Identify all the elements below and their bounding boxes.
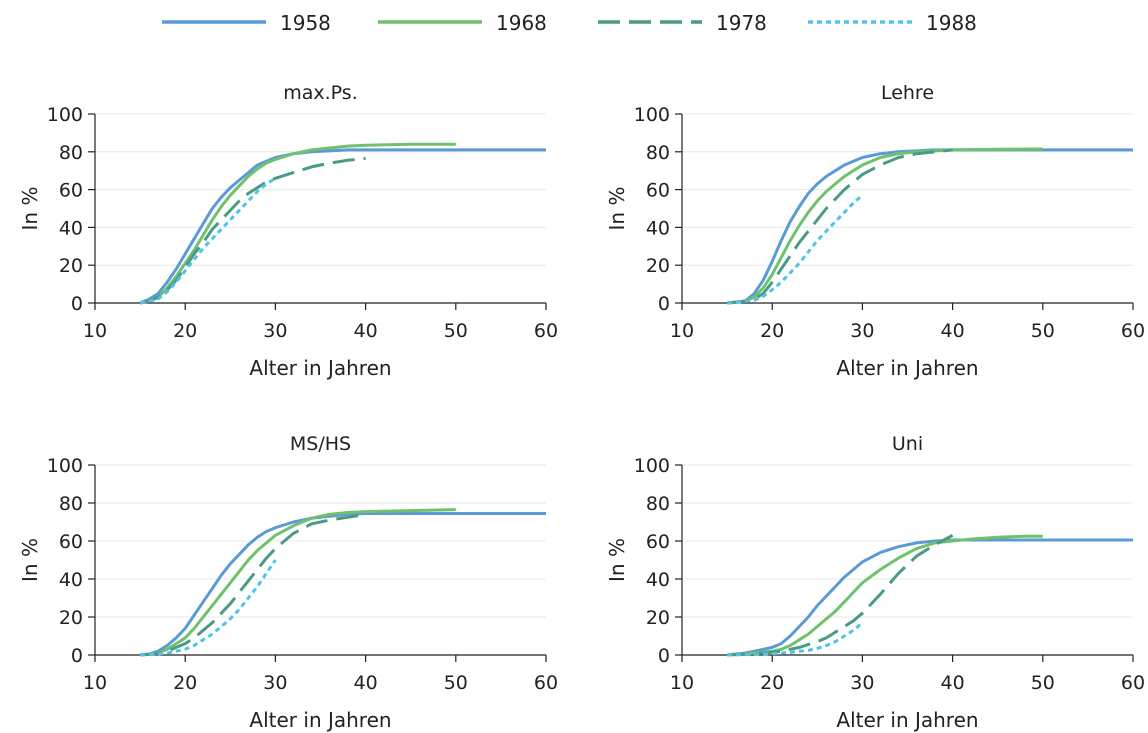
x-axis-label: Alter in Jahren [249,356,391,380]
x-tick-label: 60 [1121,320,1145,342]
x-axis-label: Alter in Jahren [836,356,978,380]
legend-item-1958: 1958 [162,11,331,35]
y-tick-label: 40 [59,569,83,591]
y-tick-label: 100 [47,455,83,477]
y-tick-label: 40 [646,569,670,591]
y-tick-label: 20 [646,607,670,629]
x-tick-label: 10 [670,672,694,694]
series-line-1968 [726,147,1043,305]
y-tick-label: 60 [59,531,83,553]
legend-label: 1988 [926,11,977,35]
legend-item-1978: 1978 [598,11,767,35]
x-tick-label: 50 [444,320,468,342]
x-axis-label: Alter in Jahren [249,708,391,732]
y-tick-label: 80 [59,142,83,164]
series-line-1988 [727,194,864,305]
y-axis-label: In % [18,187,42,231]
panel-title: MS/HS [290,433,351,455]
x-tick-label: 50 [1031,672,1055,694]
x-tick-label: 40 [941,672,965,694]
panel-uni: 0 20 40 60 80 100 10 20 30 40 50 60 Uni Alter in Jahr… [605,433,1145,732]
x-tick-label: 30 [850,320,874,342]
y-tick-label: 60 [646,180,670,202]
panel-title: Uni [892,433,923,455]
y-axis-label: In % [605,187,629,231]
series-line-1988 [140,559,277,657]
x-tick-label: 60 [1121,672,1145,694]
x-tick-label: 30 [850,672,874,694]
y-tick-label: 40 [646,217,670,239]
x-tick-label: 40 [354,672,378,694]
y-tick-label: 0 [71,293,83,315]
panel-lehre: 0 20 40 60 80 100 10 20 30 40 50 60 Lehre Alter in Ja… [605,82,1145,380]
legend: 1958 1968 1978 1988 [162,11,977,35]
x-axis-label: Alter in Jahren [836,708,978,732]
x-tick-label: 10 [83,320,107,342]
x-tick-label: 30 [263,672,287,694]
y-tick-label: 0 [658,645,670,667]
x-tick-label: 40 [941,320,965,342]
legend-label: 1968 [496,11,547,35]
series-line-1958 [726,538,1133,657]
series-line-1958 [726,148,1133,305]
y-tick-label: 0 [658,293,670,315]
y-axis-label: In % [605,538,629,582]
x-tick-label: 60 [534,672,558,694]
panel-ms-hs: 0 20 40 60 80 100 10 20 30 40 50 60 MS/HS Alter in Ja… [18,433,558,732]
y-axis-label: In % [18,538,42,582]
y-tick-label: 60 [646,531,670,553]
x-tick-label: 10 [670,320,694,342]
series-line-1968 [139,508,456,657]
series-line-1968 [727,534,1043,657]
y-tick-label: 20 [59,607,83,629]
series-line-1978 [727,533,954,657]
series-line-1978 [726,148,953,305]
y-tick-label: 80 [646,142,670,164]
x-tick-label: 10 [83,672,107,694]
legend-item-1968: 1968 [378,11,547,35]
panel-title: max.Ps. [283,82,358,104]
series-line-1978 [139,156,366,305]
x-tick-label: 20 [760,672,784,694]
panel-max-ps: 0 20 40 60 80 100 10 20 30 40 50 60 max.Ps. Alter in … [18,82,558,380]
x-tick-label: 20 [173,320,197,342]
legend-item-1988: 1988 [808,11,977,35]
y-tick-label: 40 [59,217,83,239]
x-tick-label: 40 [354,320,378,342]
legend-label: 1958 [280,11,331,35]
y-tick-label: 100 [47,104,83,126]
y-tick-label: 60 [59,180,83,202]
series-line-1958 [139,148,546,305]
series-line-1978 [140,512,366,657]
series-line-1988 [139,177,277,305]
x-tick-label: 50 [444,672,468,694]
legend-label: 1978 [716,11,767,35]
panel-title: Lehre [881,82,934,104]
x-tick-label: 30 [263,320,287,342]
x-tick-label: 50 [1031,320,1055,342]
series-line-1968 [139,142,456,305]
y-tick-label: 80 [59,493,83,515]
series-line-1988 [727,621,864,657]
y-tick-label: 20 [59,255,83,277]
y-tick-label: 100 [634,455,670,477]
y-tick-label: 80 [646,493,670,515]
y-tick-label: 20 [646,255,670,277]
y-tick-label: 0 [71,645,83,667]
x-tick-label: 20 [760,320,784,342]
x-tick-label: 60 [534,320,558,342]
series-line-1958 [139,512,546,657]
x-tick-label: 20 [173,672,197,694]
y-tick-label: 100 [634,104,670,126]
